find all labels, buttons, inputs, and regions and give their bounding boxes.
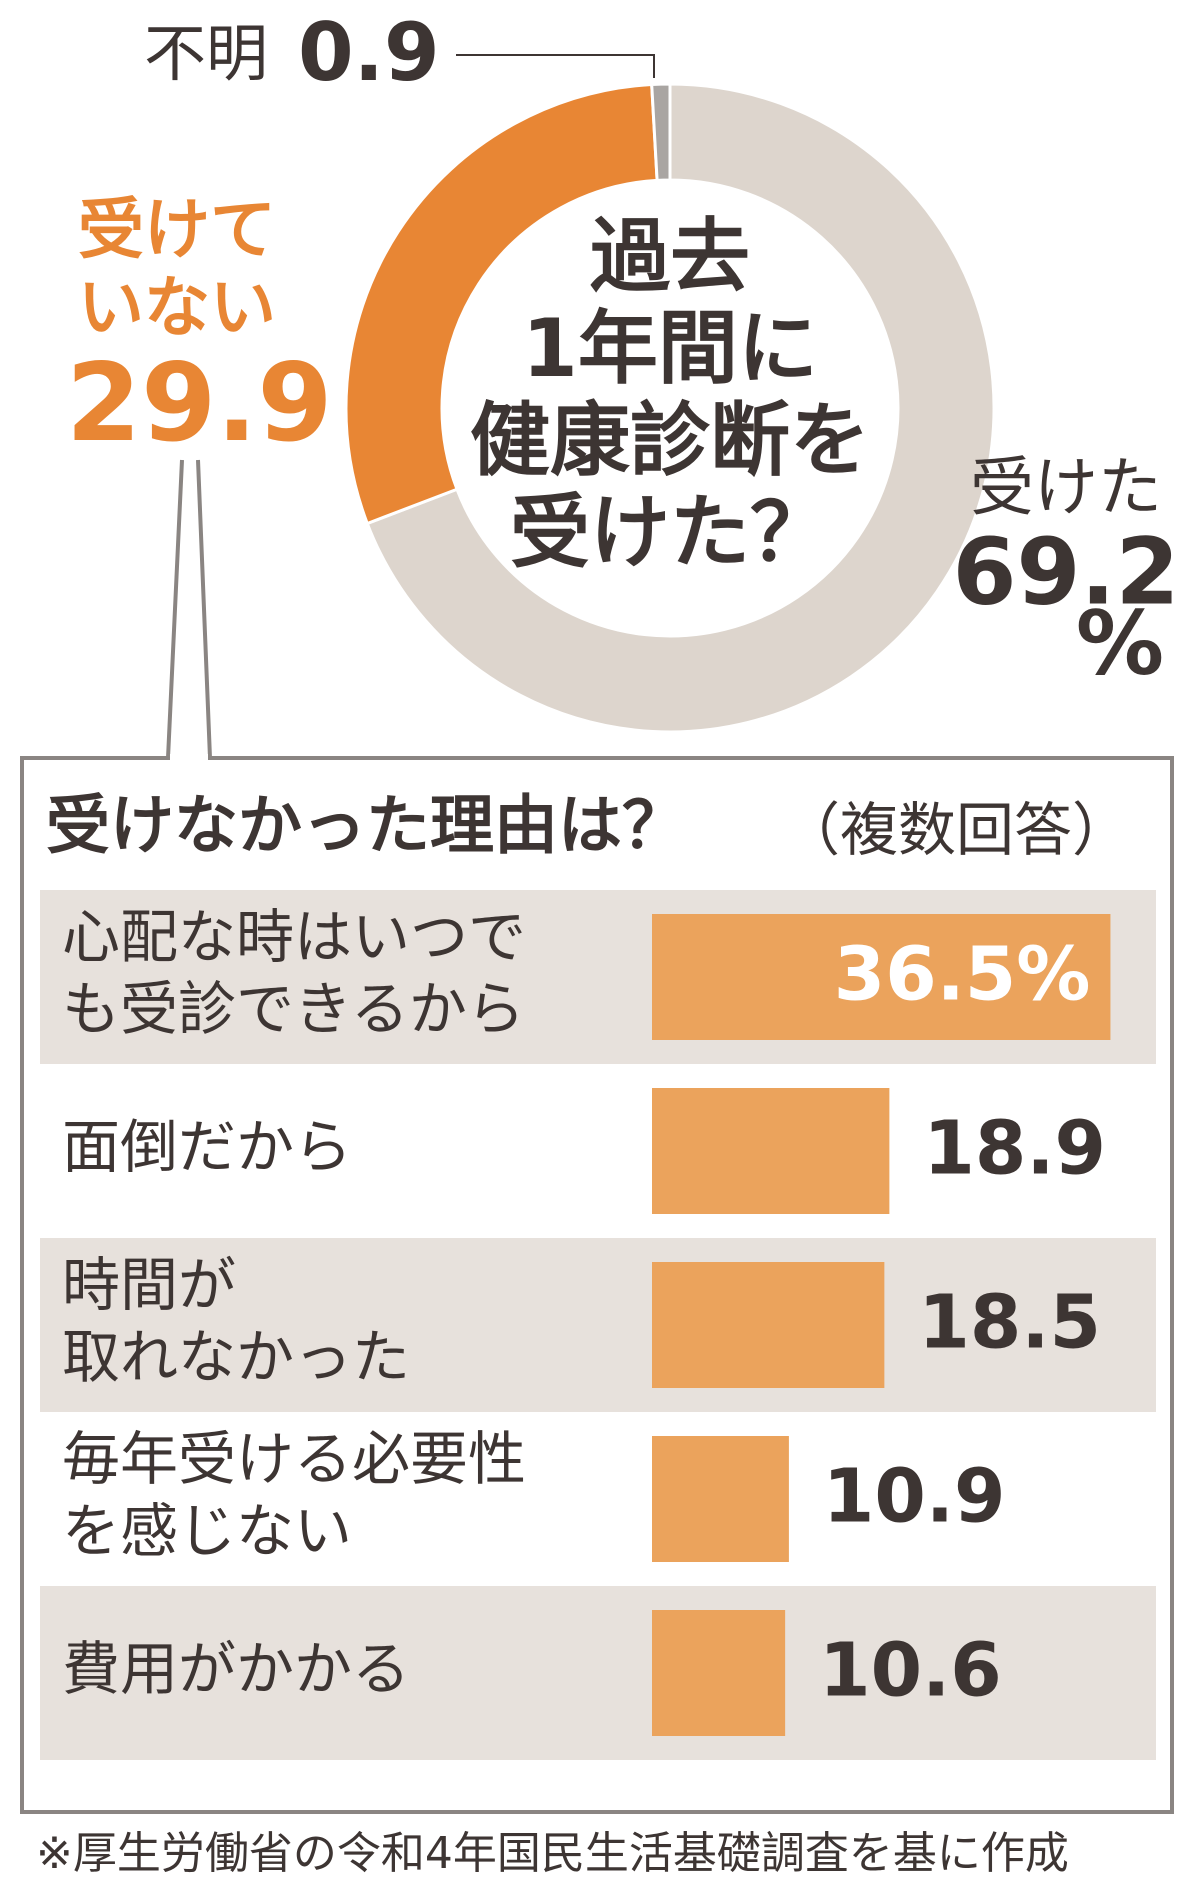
- footnote: ※厚生労働省の令和4年国民生活基礎調査を基に作成: [36, 1828, 1069, 1879]
- donut-slice: [365, 82, 996, 734]
- slice-unit: %: [1076, 592, 1164, 695]
- value-label: 36.5%: [834, 932, 1091, 1018]
- category-label: を感じない: [62, 1497, 352, 1565]
- slice-value: 69.2: [953, 518, 1180, 625]
- slice-label: 受けて: [78, 191, 276, 268]
- category-label: 取れなかった: [62, 1323, 410, 1391]
- center-title: 過去: [590, 210, 750, 303]
- slice-label: 不明: [144, 17, 268, 90]
- leader-line: [456, 54, 655, 78]
- bar: [652, 1262, 885, 1388]
- value-label: 10.6: [819, 1628, 1002, 1714]
- donut-slice: [650, 82, 672, 182]
- bar: [652, 1088, 890, 1214]
- donut-slice: [344, 82, 659, 526]
- center-title: 健康診断を: [470, 394, 870, 487]
- category-label: 心配な時はいつで: [62, 903, 526, 971]
- callout: [166, 459, 212, 759]
- slice-value: 29.9: [66, 341, 332, 466]
- row-band: [40, 1238, 1156, 1412]
- center-title: 1年間に: [522, 302, 818, 395]
- bar: [652, 914, 1111, 1040]
- bar: [652, 1436, 789, 1562]
- bar: [652, 1610, 786, 1736]
- slice-value: 0.9: [298, 6, 440, 99]
- category-label: 毎年受ける必要性: [62, 1425, 526, 1493]
- bar-title: 受けなかった理由は？: [46, 790, 686, 864]
- category-label: も受診できるから: [62, 975, 525, 1043]
- category-label: 時間が: [62, 1251, 236, 1319]
- callout-cover: [170, 754, 208, 762]
- value-label: 18.5: [918, 1280, 1101, 1366]
- slice-label: いない: [78, 269, 276, 346]
- center-title: 受けた？: [510, 486, 830, 579]
- row-band: [40, 1586, 1156, 1760]
- slice-label: 受けた: [970, 452, 1162, 526]
- category-label: 面倒だから: [62, 1113, 352, 1181]
- category-label: 費用がかかる: [62, 1635, 410, 1703]
- bar-subtitle: （複数回答）: [782, 796, 1130, 864]
- value-label: 18.9: [923, 1106, 1106, 1192]
- value-label: 10.9: [823, 1454, 1006, 1540]
